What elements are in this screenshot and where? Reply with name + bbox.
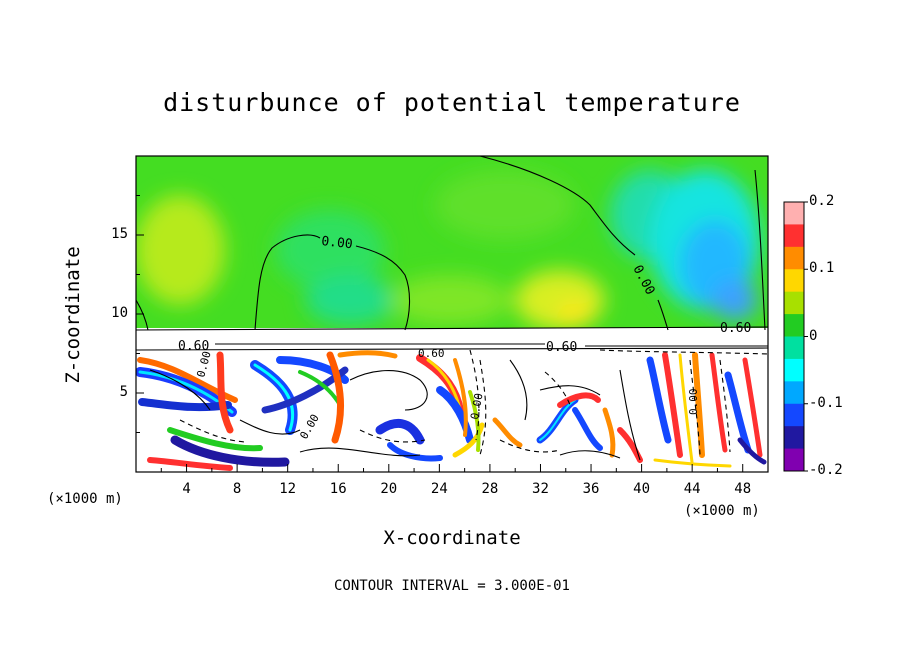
contour-label: 0.60 [720,321,751,336]
x-tick-label: 44 [683,481,701,497]
contour-label: 0.00 [687,389,700,416]
x-tick-label: 20 [380,481,398,497]
y-tick-marks [136,195,144,433]
colorbar-cell [784,314,804,337]
x-tick-label: 24 [430,481,448,497]
x-unit-label-right: (×1000 m) [684,503,760,519]
contour-label: 0.60 [546,340,577,355]
colorbar-cell [784,358,804,382]
chart-title: disturbunce of potential temperature [163,88,741,117]
colorbar-cell [784,448,804,472]
colorbar-cell [784,403,804,427]
colorbar-tick-label: -0.1 [809,394,843,411]
colorbar-cell [784,202,804,225]
colorbar-tick-label: -0.2 [809,462,843,478]
colorbar-cell [784,224,804,248]
x-tick-marks [160,464,744,472]
y-axis-label: Z-coordinate [62,246,84,384]
y-tick-label: 10 [111,305,128,321]
x-tick-label: 36 [582,481,600,497]
colorbar-tick-label: 0 [809,327,818,344]
colorbar-tick-label: 0.1 [809,260,835,277]
contour-label: 0.00 [321,234,354,252]
x-tick-label: 12 [279,481,297,497]
colorbar-cell [784,291,804,315]
y-tick-label: 5 [119,384,128,400]
colorbar [783,201,808,472]
contour-interval-note: CONTOUR INTERVAL = 3.000E-01 [333,578,570,594]
contour-label: 0.60 [178,339,209,354]
x-tick-label: 4 [182,481,191,497]
boundary-band [136,328,768,350]
heatmap-field [136,156,768,472]
x-tick-label: 16 [329,481,347,497]
x-tick-label: 32 [532,481,549,497]
colorbar-tick-label: 0.2 [809,193,835,209]
colorbar-cell [784,336,804,360]
x-tick-label: 40 [633,481,651,497]
x-axis-label: X-coordinate [383,527,521,549]
colorbar-cell [784,269,804,293]
colorbar-cell [784,381,804,405]
y-tick-label: 15 [111,226,128,242]
x-tick-label: 28 [481,481,499,497]
x-tick-label: 48 [734,481,752,497]
contour-label: 0.00 [468,392,485,420]
x-unit-label-left: (×1000 m) [47,491,123,507]
colorbar-cell [784,246,804,270]
x-tick-label: 8 [232,481,242,497]
colorbar-cell [784,426,804,450]
contour-label: 0.60 [418,347,445,360]
contour-lines [136,156,768,461]
